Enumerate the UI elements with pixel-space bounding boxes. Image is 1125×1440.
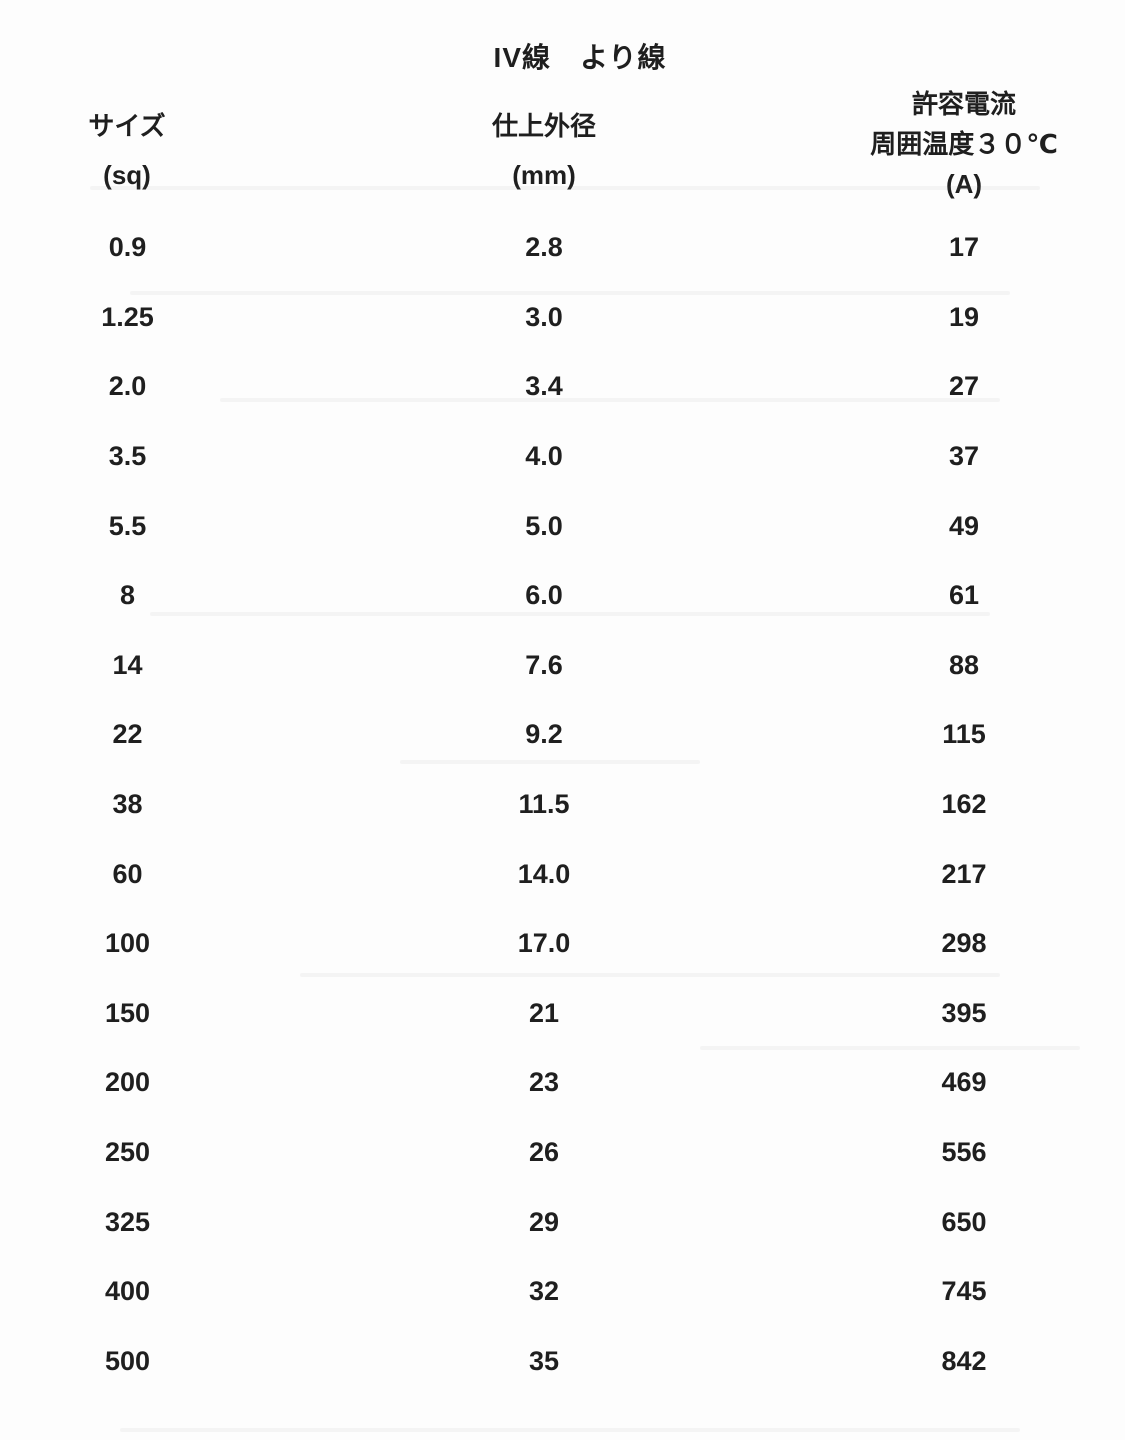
cell-size: 14	[112, 649, 143, 680]
table-row: 325 29 650	[0, 1187, 1125, 1257]
table-row: 0.9 2.8 17	[0, 213, 1125, 283]
cell-diameter: 29	[528, 1206, 560, 1237]
table-row: 2.0 3.4 27	[0, 352, 1125, 422]
cell-current: 395	[941, 997, 987, 1028]
cell-current: 217	[941, 858, 987, 889]
cell-diameter: 21	[528, 997, 560, 1028]
cell-diameter: 3.0	[525, 301, 563, 332]
column-header-size-label: サイズ	[88, 111, 166, 141]
cell-current: 88	[948, 649, 980, 680]
cell-current: 298	[941, 928, 987, 959]
table-row: 5.5 5.0 49	[0, 491, 1125, 561]
cell-diameter: 32	[528, 1276, 560, 1307]
cell-size: 500	[104, 1345, 151, 1376]
column-header-size: サイズ (sq)	[12, 102, 242, 200]
cell-current: 650	[941, 1206, 987, 1237]
cell-diameter: 7.6	[525, 649, 563, 680]
cell-current: 61	[948, 580, 980, 611]
table-row: 100 17.0 298	[0, 909, 1125, 979]
cell-diameter: 2.8	[525, 232, 563, 263]
scan-artifact	[120, 1428, 1020, 1432]
table-row: 200 23 469	[0, 1048, 1125, 1118]
column-header-current-unit: (A)	[945, 169, 983, 199]
page-title: IV線 より線	[493, 42, 667, 73]
cell-current: 27	[948, 371, 980, 402]
column-header-diameter-label: 仕上外径	[491, 111, 596, 141]
cell-current: 19	[948, 301, 980, 332]
table-row: 250 26 556	[0, 1118, 1125, 1188]
cell-current: 469	[941, 1067, 987, 1098]
cell-size: 100	[104, 928, 151, 959]
column-header-diameter: 仕上外径 (mm)	[428, 102, 660, 200]
table-row: 8 6.0 61	[0, 561, 1125, 631]
table-row: 38 11.5 162	[0, 770, 1125, 840]
column-header-current: 許容電流 周囲温度３０℃ (A)	[828, 84, 1100, 204]
cell-diameter: 35	[528, 1345, 560, 1376]
cell-current: 556	[941, 1137, 987, 1168]
cell-diameter: 4.0	[525, 441, 563, 472]
column-header-size-unit: (sq)	[103, 160, 151, 190]
cell-size: 2.0	[108, 371, 147, 402]
cell-size: 5.5	[108, 510, 147, 541]
table-row: 3.5 4.0 37	[0, 422, 1125, 492]
column-header-current-label: 許容電流	[911, 89, 1016, 119]
cell-diameter: 17.0	[517, 928, 571, 959]
cell-diameter: 3.4	[525, 371, 563, 402]
cell-current: 17	[948, 232, 980, 263]
cell-diameter: 9.2	[525, 719, 563, 750]
cell-diameter: 14.0	[517, 858, 571, 889]
cell-diameter: 23	[528, 1067, 560, 1098]
cell-size: 200	[104, 1067, 151, 1098]
cell-size: 38	[112, 789, 143, 820]
table-row: 1.25 3.0 19	[0, 283, 1125, 353]
cell-size: 1.25	[101, 301, 154, 332]
cell-diameter: 26	[528, 1137, 560, 1168]
cell-size: 8	[119, 580, 136, 611]
cell-current: 842	[941, 1345, 987, 1376]
cell-size: 0.9	[108, 232, 147, 263]
cell-size: 150	[104, 997, 151, 1028]
table-row: 400 32 745	[0, 1257, 1125, 1327]
cell-current: 37	[948, 441, 980, 472]
cell-diameter: 11.5	[518, 789, 570, 820]
cell-diameter: 6.0	[525, 580, 563, 611]
cell-size: 22	[112, 719, 143, 750]
cell-size: 325	[104, 1206, 151, 1237]
cell-current: 162	[941, 789, 987, 820]
cell-size: 60	[112, 858, 143, 889]
cell-current: 115	[942, 719, 986, 750]
cell-size: 400	[104, 1276, 151, 1307]
cell-size: 250	[104, 1137, 151, 1168]
cell-current: 49	[948, 510, 980, 541]
table-body: 0.9 2.8 17 1.25 3.0 19 2.0 3.4 27 3.5 4.…	[0, 213, 1125, 1396]
cell-diameter: 5.0	[525, 510, 563, 541]
table-row: 14 7.6 88	[0, 631, 1125, 701]
table-row: 150 21 395	[0, 979, 1125, 1049]
cell-current: 745	[941, 1276, 987, 1307]
table-row: 500 35 842	[0, 1327, 1125, 1397]
column-header-diameter-unit: (mm)	[512, 160, 576, 190]
table-row: 22 9.2 115	[0, 700, 1125, 770]
table-row: 60 14.0 217	[0, 839, 1125, 909]
column-header-current-condition: 周囲温度３０℃	[870, 129, 1058, 159]
cell-size: 3.5	[108, 441, 147, 472]
